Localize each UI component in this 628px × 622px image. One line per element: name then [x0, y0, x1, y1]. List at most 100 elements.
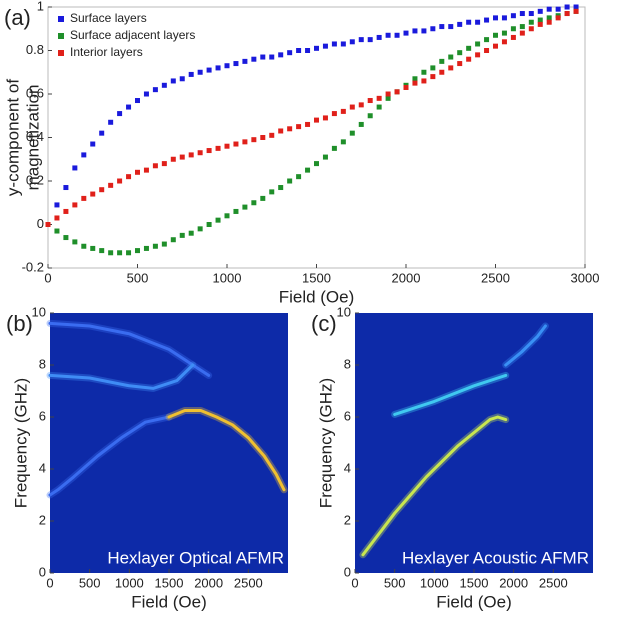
point	[322, 115, 328, 121]
point	[170, 237, 176, 243]
x-tick-label: 2500	[234, 575, 263, 590]
point	[215, 145, 221, 151]
point	[484, 37, 490, 43]
point	[197, 69, 203, 75]
point	[242, 204, 248, 210]
point	[394, 89, 400, 95]
x-axis-label: Field (Oe)	[436, 592, 512, 611]
point	[287, 126, 293, 132]
x-tick-label: 2000	[392, 270, 421, 285]
point	[537, 17, 543, 23]
y-axis-label: magnetization	[23, 85, 42, 191]
y-tick-label: 10	[32, 304, 46, 319]
point	[305, 121, 311, 127]
point	[99, 130, 105, 136]
ridge	[361, 415, 508, 557]
legend-swatch	[58, 33, 64, 39]
point	[108, 182, 114, 188]
panel-label: (b)	[6, 311, 33, 336]
point	[358, 37, 364, 43]
point	[412, 28, 418, 34]
y-tick-label: 2	[344, 512, 351, 527]
point	[394, 32, 400, 38]
point	[99, 187, 105, 193]
point	[126, 250, 132, 256]
y-tick-label: -0.2	[22, 259, 44, 274]
point	[493, 15, 498, 21]
x-tick-label: 1500	[302, 270, 331, 285]
point	[188, 152, 194, 158]
panel-label: (a)	[4, 5, 31, 30]
point	[537, 21, 543, 27]
x-tick-label: 1000	[420, 575, 449, 590]
point	[430, 74, 436, 80]
point	[484, 48, 490, 53]
x-axis-label: Field (Oe)	[131, 592, 207, 611]
legend-label: Interior layers	[70, 45, 143, 59]
x-tick-label: 0	[351, 575, 358, 590]
point	[314, 45, 319, 51]
point	[510, 13, 516, 19]
x-tick-label: 1500	[460, 575, 489, 590]
point	[421, 78, 427, 84]
legend-swatch	[58, 50, 64, 56]
point	[376, 34, 382, 40]
point	[331, 41, 337, 47]
y-tick-label: 0.4	[26, 129, 44, 144]
point	[108, 119, 114, 125]
point	[314, 161, 319, 167]
point	[215, 217, 221, 223]
point	[528, 26, 534, 32]
y-tick-label: 8	[39, 356, 46, 371]
x-tick-label: 2500	[539, 575, 568, 590]
annotation: Hexlayer Optical AFMR	[107, 548, 284, 567]
point	[349, 39, 355, 45]
point	[555, 15, 561, 21]
point	[117, 178, 123, 184]
y-tick-label: 0.2	[26, 172, 44, 187]
point	[385, 95, 391, 101]
point	[63, 208, 69, 214]
y-tick-label: 4	[344, 460, 351, 475]
point	[278, 52, 284, 58]
point	[537, 8, 543, 14]
point	[161, 161, 167, 167]
point	[197, 150, 203, 156]
point	[242, 58, 248, 64]
point	[152, 87, 158, 93]
point	[475, 52, 481, 58]
point	[439, 24, 445, 30]
point	[287, 50, 293, 56]
point	[99, 248, 105, 254]
point	[501, 39, 507, 45]
point	[403, 84, 409, 90]
y-tick-label: 4	[39, 460, 46, 475]
point	[72, 239, 78, 245]
x-tick-label: 500	[79, 575, 101, 590]
point	[251, 200, 257, 206]
point	[484, 17, 490, 23]
y-tick-label: 0	[37, 216, 44, 231]
point	[126, 104, 132, 110]
point	[242, 139, 248, 145]
point	[367, 113, 373, 119]
x-tick-label: 500	[127, 270, 149, 285]
y-axis-label: Frequency (GHz)	[316, 378, 335, 508]
y-tick-label: 10	[337, 304, 351, 319]
point	[457, 61, 463, 67]
point	[412, 76, 418, 82]
x-tick-label: 2000	[194, 575, 223, 590]
point	[475, 19, 481, 25]
point	[90, 191, 96, 197]
point	[367, 37, 373, 43]
x-tick-label: 1500	[155, 575, 184, 590]
point	[135, 98, 140, 104]
point	[314, 117, 319, 123]
point	[421, 28, 427, 34]
point	[54, 228, 60, 234]
point	[260, 135, 266, 140]
point	[233, 61, 239, 67]
y-tick-label: 2	[39, 512, 46, 527]
point	[358, 121, 364, 127]
point	[573, 4, 579, 10]
